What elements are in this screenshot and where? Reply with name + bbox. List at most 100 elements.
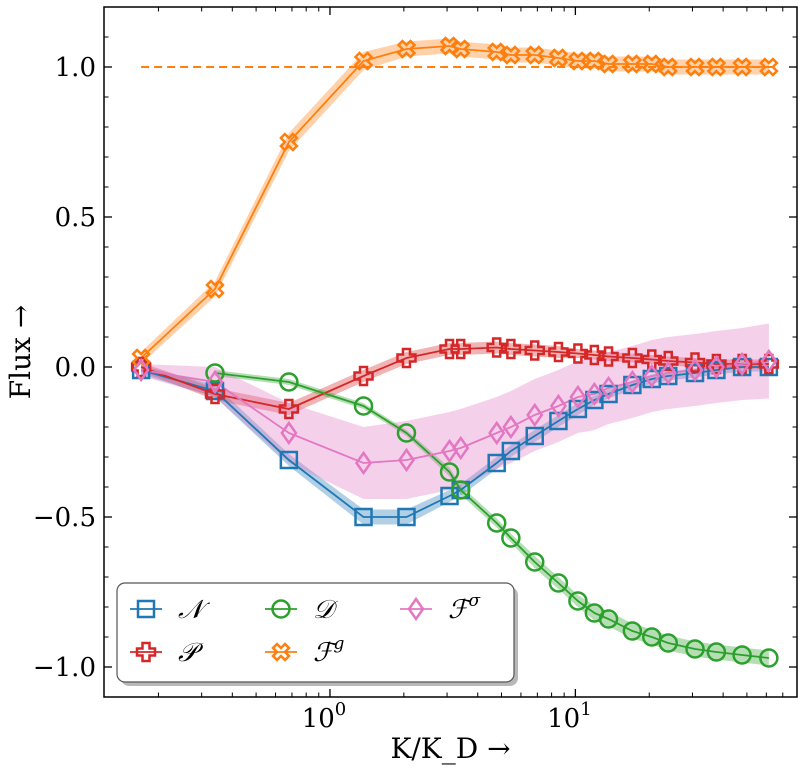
plot-frame (103, 6, 798, 698)
legend-box (116, 582, 515, 683)
point-p (353, 365, 374, 387)
point-fg (685, 57, 705, 77)
point-fsigma (760, 348, 778, 374)
point-fg (279, 132, 299, 152)
point-d (732, 645, 752, 665)
point-fsigma (643, 363, 661, 389)
legend-label-sup-fsigma: σ (468, 591, 480, 611)
point-fg (622, 54, 643, 74)
point-fsigma (569, 384, 587, 410)
point-d (501, 528, 521, 548)
legend-marker-p (135, 641, 157, 663)
legend-label-sup-fg: g (333, 634, 344, 654)
axis-ticks: 100 101 1.0 0.5 0.0 −0.5 −1.0 (33, 7, 798, 734)
point-d (642, 627, 662, 647)
point-fsigma (452, 435, 470, 461)
point-fg (450, 39, 471, 59)
point-d (396, 423, 417, 443)
y-axis-label: Flux → (4, 305, 37, 400)
point-fg (353, 51, 374, 71)
point-n (525, 426, 544, 446)
point-n (440, 486, 459, 506)
y-tick-label: −1.0 (33, 653, 96, 683)
point-d (548, 573, 569, 593)
point-fg (706, 57, 727, 77)
point-fsigma (549, 393, 567, 419)
point-fsigma (502, 414, 520, 440)
x-axis-label: K/K_D → (390, 732, 510, 765)
series-markers (130, 36, 780, 668)
point-fsigma (397, 447, 416, 473)
point-fg (205, 279, 225, 299)
x-tick-label: 101 (547, 699, 592, 734)
point-n (397, 507, 416, 527)
point-fg (732, 57, 752, 77)
point-d (706, 642, 727, 662)
point-p (204, 383, 226, 405)
point-fsigma (600, 375, 618, 401)
legend-marker-d (271, 599, 291, 619)
point-fsigma (623, 369, 641, 395)
point-fg (501, 45, 521, 65)
legend-marker-fg (271, 642, 291, 662)
point-fsigma (585, 381, 603, 407)
point-fsigma (686, 357, 704, 383)
point-p (567, 343, 589, 364)
point-fg (642, 54, 662, 74)
point-p (758, 353, 780, 375)
point-p (548, 341, 569, 363)
legend-marker-fsigma (407, 596, 425, 622)
point-d (598, 609, 619, 629)
point-p (524, 340, 545, 361)
point-fsigma (488, 420, 506, 446)
point-fg (548, 48, 569, 68)
y-tick-label: −0.5 (33, 503, 96, 533)
point-d (568, 591, 588, 611)
band-fg (141, 38, 769, 364)
point-fg (568, 51, 588, 71)
point-n (279, 450, 299, 470)
point-n (501, 441, 521, 461)
point-fsigma (707, 354, 725, 380)
point-fg (598, 54, 619, 74)
point-d (450, 480, 471, 500)
point-p (396, 347, 417, 369)
point-d (759, 648, 779, 668)
point-p (641, 349, 663, 370)
point-fsigma (206, 369, 224, 395)
point-d (439, 462, 460, 482)
y-tick-label: 1.0 (55, 53, 96, 83)
point-n (487, 453, 506, 473)
point-n (549, 411, 568, 431)
point-fsigma (659, 360, 677, 386)
point-fg (525, 45, 545, 65)
point-fg (658, 57, 678, 77)
point-n (354, 507, 373, 527)
point-fsigma (280, 420, 298, 446)
point-d (685, 639, 705, 659)
point-fsigma (132, 357, 150, 383)
point-d (622, 621, 643, 641)
point-p (684, 352, 706, 373)
point-n (585, 390, 604, 410)
point-p (622, 347, 643, 369)
point-p (598, 346, 619, 367)
y-tick-label: 0.5 (55, 203, 96, 233)
point-p (486, 337, 507, 358)
x-tick-label-exponent: 1 (580, 699, 591, 720)
point-fg (396, 39, 417, 59)
point-d (353, 396, 374, 416)
point-fg (584, 51, 605, 71)
point-p (500, 338, 522, 360)
point-fg (759, 57, 779, 77)
legend-marker-n (136, 599, 156, 619)
point-d (658, 633, 678, 653)
y-tick-label: 0.0 (55, 353, 96, 383)
point-fsigma (733, 351, 751, 377)
point-d (279, 372, 299, 392)
point-p (278, 398, 300, 420)
x-tick-label-exponent: 0 (335, 699, 346, 720)
line-fg (140, 45, 769, 359)
